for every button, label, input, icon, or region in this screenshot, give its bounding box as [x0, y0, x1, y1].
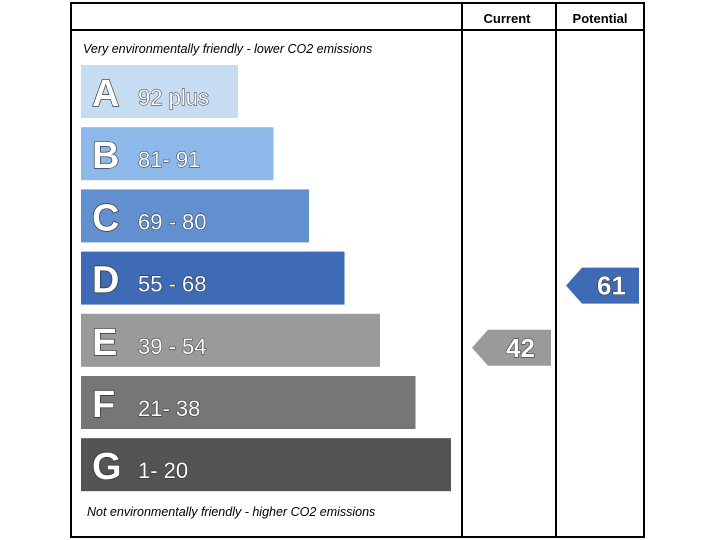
band-letter-f: F — [92, 384, 115, 426]
potential-rating-marker-arrow — [566, 267, 639, 304]
band-bar-e — [81, 313, 380, 367]
band-b: B 81- 91 — [81, 127, 274, 181]
band-bar-d — [81, 251, 345, 305]
band-range-b: 81- 91 — [138, 147, 200, 172]
potential-rating-marker-value: 61 — [597, 271, 626, 301]
band-c: C 69 - 80 — [81, 189, 309, 243]
band-d: D 55 - 68 — [81, 251, 345, 305]
band-letter-g: G — [92, 446, 122, 488]
band-bar-a — [81, 65, 238, 118]
band-range-c: 69 - 80 — [138, 209, 207, 234]
band-range-f: 21- 38 — [138, 396, 200, 421]
chart-frame — [70, 2, 645, 538]
band-letter-e: E — [92, 322, 117, 364]
band-bar-f — [81, 376, 416, 429]
current-rating-marker-arrow — [472, 329, 551, 366]
band-letter-a: A — [92, 73, 119, 115]
band-e: E 39 - 54 — [81, 313, 380, 367]
band-bar-g — [81, 438, 451, 492]
band-a: A 92 plus — [81, 65, 238, 118]
potential-rating-marker: 61 — [566, 267, 639, 304]
potential-column-header: Potential — [573, 11, 628, 26]
band-g: G 1- 20 — [81, 438, 451, 492]
top-caption: Very environmentally friendly - lower CO… — [83, 42, 372, 56]
band-letter-c: C — [92, 197, 119, 239]
band-bar-b — [81, 127, 274, 181]
bottom-caption: Not environmentally friendly - higher CO… — [87, 505, 375, 519]
current-rating-marker-value: 42 — [506, 333, 535, 363]
current-column-header: Current — [484, 11, 532, 26]
rating-bands: A 92 plus B 81- 91 C 69 - 80 D 55 - 68 E 39 - 54 F… — [81, 65, 451, 492]
current-rating-marker: 42 — [472, 329, 551, 366]
band-letter-d: D — [92, 260, 119, 302]
band-range-d: 55 - 68 — [138, 272, 207, 297]
rating-markers: 42 61 — [472, 267, 639, 366]
band-bar-c — [81, 189, 309, 243]
band-range-e: 39 - 54 — [138, 334, 207, 359]
band-range-g: 1- 20 — [138, 458, 188, 483]
band-range-a: 92 plus — [138, 85, 209, 110]
band-f: F 21- 38 — [81, 376, 416, 429]
band-letter-b: B — [92, 135, 119, 177]
